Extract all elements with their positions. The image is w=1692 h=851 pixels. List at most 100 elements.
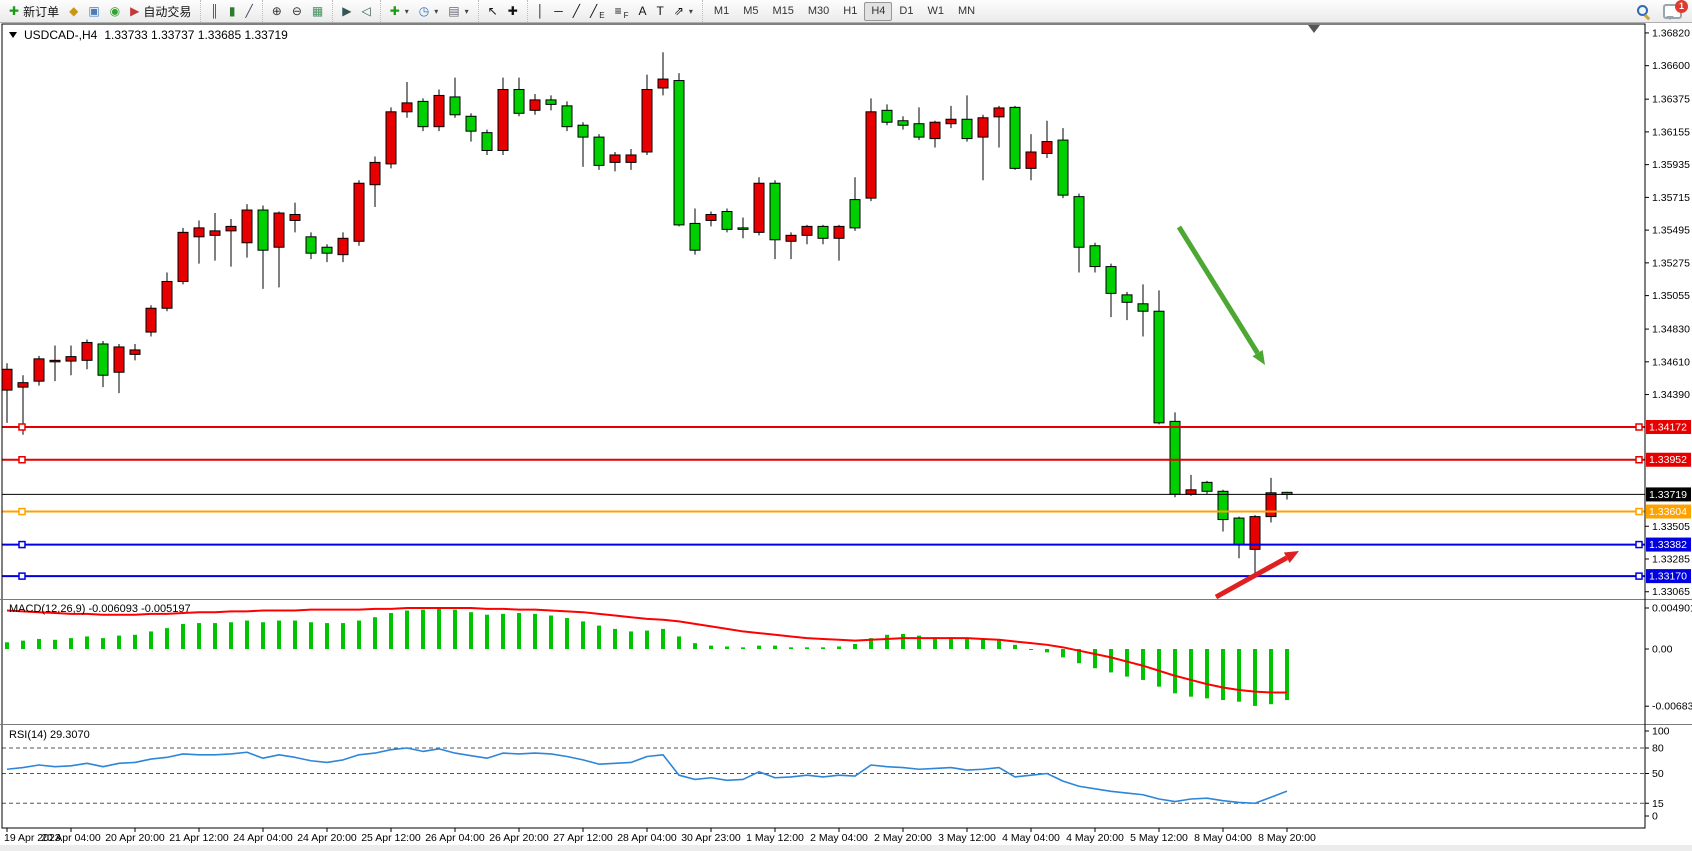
svg-text:21 Apr 12:00: 21 Apr 12:00 [169, 832, 229, 844]
support-line-1[interactable]: 1.33382 [2, 537, 1691, 552]
svg-text:19 Apr 2023: 19 Apr 2023 [4, 832, 61, 844]
cursor-button[interactable]: ↖ [483, 2, 503, 21]
candle [481, 129, 493, 155]
chart-shift-button[interactable]: ◁ [356, 2, 375, 21]
bar-chart-icon: ║ [210, 4, 219, 18]
market-watch-button[interactable]: ◆ [64, 2, 83, 21]
timeframe-m1[interactable]: M1 [713, 5, 730, 17]
timeframe-m15[interactable]: M15 [772, 5, 794, 17]
candle [641, 74, 653, 155]
bar-chart-button[interactable]: ║ [205, 2, 224, 21]
axis-price-tag [1646, 487, 1691, 502]
auto-scroll-button[interactable]: ▶ [337, 2, 356, 21]
equidistant-channel-icon: ╱ [590, 4, 598, 18]
line-handle[interactable] [1635, 455, 1643, 464]
crosshair-button[interactable]: ✚ [503, 2, 523, 21]
candle [673, 73, 685, 227]
zoom-out-button[interactable]: ⊖ [287, 2, 307, 21]
candle [705, 211, 717, 227]
periods-button[interactable]: ◷ ▾ [414, 2, 444, 21]
navigator-button[interactable]: ▣ [83, 2, 104, 21]
indicators-button[interactable]: ✚ ▾ [385, 2, 414, 21]
dropdown-caret-icon[interactable]: ▾ [404, 6, 409, 16]
line-handle[interactable] [1635, 507, 1643, 516]
candle [273, 211, 285, 288]
candle [929, 120, 941, 148]
candle [849, 177, 861, 231]
candle [33, 355, 45, 386]
resistance-line-1[interactable]: 1.34172 [2, 420, 1691, 435]
support-line-2[interactable]: 1.33170 [2, 569, 1691, 584]
autotrading-button[interactable]: ▶ 自动交易 [125, 2, 196, 21]
tile-windows-button[interactable]: ▦ [307, 2, 328, 21]
candle [449, 77, 461, 118]
chart-shift-marker[interactable] [1308, 25, 1320, 33]
dropdown-caret-icon[interactable]: ▾ [688, 6, 693, 16]
chevron-down-icon[interactable] [9, 32, 17, 38]
line-handle[interactable] [1635, 540, 1643, 549]
dropdown-caret-icon[interactable]: ▾ [434, 6, 439, 16]
equidistant-channel-button[interactable]: ╱ E [585, 2, 610, 21]
search-icon[interactable] [1636, 4, 1651, 19]
candle [625, 149, 637, 170]
line-handle[interactable] [18, 423, 26, 431]
periods-icon: ◷ [418, 4, 430, 18]
candle [961, 95, 973, 142]
macd-indicator-label: MACD(12,26,9) -0.006093 -0.005197 [9, 603, 191, 615]
line-handle[interactable] [1635, 423, 1643, 431]
pivot-line[interactable]: 1.33604 [2, 504, 1691, 519]
text-label-button[interactable]: T [652, 2, 669, 21]
arrows-button[interactable]: ⇗ ▾ [669, 2, 698, 21]
timeframe-h4[interactable]: H4 [864, 1, 893, 21]
notification-badge: 1 [1675, 0, 1688, 13]
candlestick-chart-button[interactable]: ▮ [224, 2, 241, 21]
candle [577, 122, 589, 167]
horizontal-line-button[interactable]: ─ [549, 2, 568, 21]
current-price-line[interactable]: 1.33719 [2, 487, 1691, 502]
toolbar-group: │ ─ ╱ ╱ E ≡ F A T ⇗ ▾ [526, 0, 702, 22]
timeframe-m30[interactable]: M30 [807, 5, 830, 17]
chart-symbol-label: USDCAD-,H4 [24, 28, 98, 42]
fibonacci-icon: ≡ [614, 4, 622, 18]
dropdown-caret-icon[interactable]: ▾ [464, 6, 469, 16]
timeframe-m5[interactable]: M5 [743, 5, 759, 17]
timeframe-toolbar: M1 M5 M15 M30 H1 H4 D1 W1 MN [701, 0, 986, 22]
candle [129, 343, 141, 361]
vertical-line-button[interactable]: │ [532, 2, 550, 21]
line-handle[interactable] [1635, 572, 1643, 580]
line-handle[interactable] [18, 507, 26, 516]
candle [1105, 263, 1117, 318]
candle [353, 180, 365, 246]
zoom-in-button[interactable]: ⊕ [267, 2, 287, 21]
text-icon: A [638, 4, 647, 18]
candle [545, 95, 557, 111]
chat-bubble-icon[interactable]: 1 [1663, 0, 1688, 20]
candle [321, 244, 333, 263]
candles-series [1, 52, 1293, 577]
timeframe-mn[interactable]: MN [957, 5, 976, 17]
downtrend-arrow[interactable] [1176, 225, 1265, 365]
line-handle[interactable] [18, 540, 26, 549]
line-handle[interactable] [18, 455, 26, 464]
templates-button[interactable]: ▤ ▾ [443, 2, 473, 21]
candle [1057, 128, 1069, 199]
resistance-line-2[interactable]: 1.33952 [2, 452, 1691, 467]
candle [385, 107, 397, 169]
chart-title[interactable]: USDCAD-,H4 1.33733 1.33737 1.33685 1.337… [9, 28, 288, 42]
line-handle[interactable] [18, 572, 26, 580]
trendline-button[interactable]: ╱ [568, 2, 585, 21]
timeframe-w1[interactable]: W1 [927, 5, 944, 17]
macd-pane: 0.004901 0.00 -0.006838 [5, 602, 1692, 713]
line-chart-button[interactable]: ╱ [241, 2, 258, 21]
bounce-arrow[interactable] [1214, 551, 1299, 600]
text-button[interactable]: A [633, 2, 651, 21]
new-order-button[interactable]: ✚ 新订单 [4, 2, 64, 21]
candle [1265, 477, 1277, 523]
signals-button[interactable]: ◉ [105, 2, 125, 21]
trendline-icon: ╱ [572, 4, 580, 18]
candle [1249, 515, 1261, 577]
timeframe-h1[interactable]: H1 [843, 5, 858, 17]
fibonacci-button[interactable]: ≡ F [610, 2, 634, 21]
timeframe-d1[interactable]: D1 [899, 5, 914, 17]
